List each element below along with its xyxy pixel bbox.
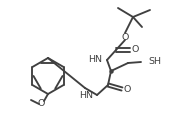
Text: O: O [121, 34, 129, 43]
Text: HN: HN [88, 54, 102, 64]
Text: HN: HN [79, 91, 93, 100]
Text: SH: SH [148, 58, 161, 67]
Text: O: O [123, 84, 131, 93]
Text: O: O [131, 45, 139, 54]
Text: O: O [37, 99, 45, 107]
